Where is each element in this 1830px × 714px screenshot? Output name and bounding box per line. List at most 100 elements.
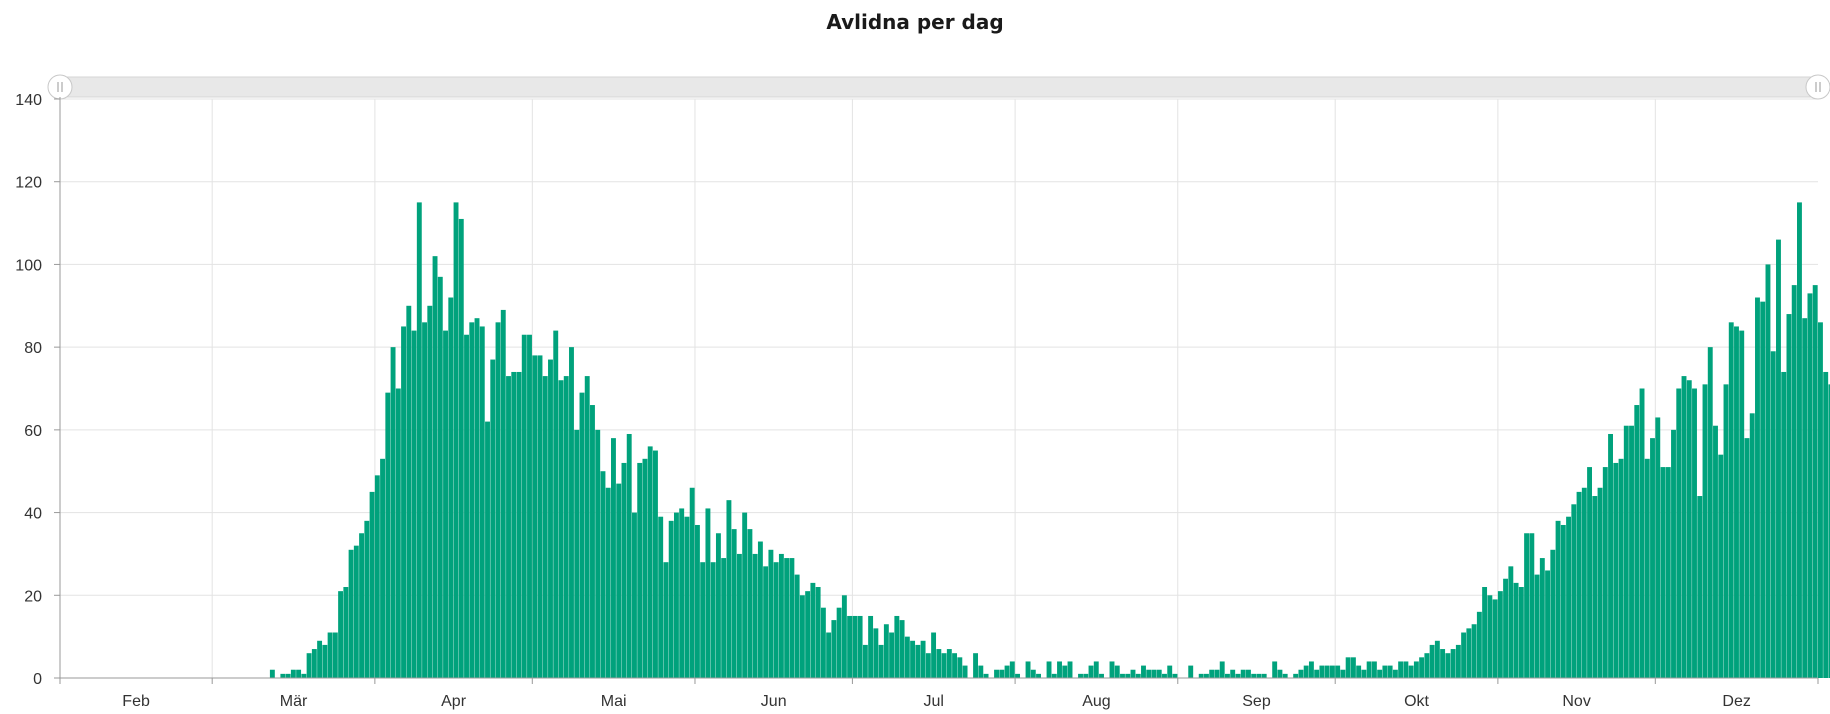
bar [1597, 487, 1603, 678]
bar [883, 624, 889, 678]
bar [1655, 417, 1661, 678]
bar [658, 516, 664, 678]
bar [1015, 673, 1020, 678]
bar [1251, 673, 1257, 678]
bar [1497, 591, 1503, 678]
bar [1524, 533, 1530, 678]
bar [1550, 549, 1556, 678]
bar [1109, 661, 1115, 678]
bar [1256, 673, 1262, 678]
x-tick-label: Nov [1562, 693, 1590, 710]
bar [826, 632, 832, 678]
bar [1587, 467, 1592, 678]
bar [1282, 673, 1288, 678]
bar [773, 562, 779, 678]
bar [1261, 673, 1267, 678]
bar [679, 508, 685, 678]
bar [721, 558, 727, 678]
scrollbar-left-handle[interactable] [47, 74, 73, 100]
bar [511, 371, 517, 678]
bar [542, 376, 548, 678]
bar [747, 529, 753, 678]
x-tick-label: Mai [601, 693, 627, 710]
tick-labels: 0 20 40 60 80 100 120 140 Feb Mär Apr Mai Jun Jul Aug S… [15, 92, 1751, 710]
bar [401, 326, 406, 678]
bar [1225, 673, 1230, 678]
scrollbar-track[interactable] [59, 76, 1819, 98]
bar [904, 636, 910, 678]
bar [322, 644, 328, 678]
bar [1083, 673, 1089, 678]
bar [1728, 322, 1734, 678]
y-tick-label: 0 [33, 671, 42, 688]
bar [584, 376, 590, 678]
bar [600, 471, 606, 678]
bar [1644, 458, 1650, 678]
scrollbar-right-handle[interactable] [1805, 74, 1830, 100]
bar [952, 653, 958, 678]
bar [899, 620, 905, 678]
bar [374, 475, 380, 678]
x-tick-label: Apr [441, 693, 467, 710]
bar [1298, 669, 1304, 678]
range-scrollbar[interactable] [47, 74, 1830, 100]
bar [836, 607, 842, 678]
bar [395, 388, 401, 678]
bar [653, 450, 658, 678]
bar [1135, 673, 1141, 678]
bar [458, 218, 464, 678]
bar [1503, 578, 1509, 678]
bar [1319, 665, 1325, 678]
bar [369, 491, 375, 678]
x-tick-label: Mär [280, 693, 308, 710]
bar [1141, 665, 1146, 678]
bar [411, 330, 417, 678]
bar [1623, 425, 1629, 678]
bar [490, 359, 496, 678]
y-tick-label: 40 [24, 506, 42, 523]
bar [668, 520, 674, 678]
bar [1445, 653, 1451, 678]
bar [516, 371, 522, 678]
bar [731, 529, 737, 678]
bar [1392, 669, 1398, 678]
bar [815, 587, 821, 678]
bar [1198, 673, 1204, 678]
bar [1099, 673, 1104, 678]
bar [1776, 239, 1781, 679]
bar [1151, 669, 1157, 678]
bar [1529, 533, 1535, 678]
bar [359, 533, 365, 678]
bar [311, 649, 317, 678]
bar [1692, 388, 1697, 678]
bar [1576, 491, 1582, 678]
bar [1429, 644, 1435, 678]
bar [611, 438, 616, 678]
bar [1613, 462, 1619, 678]
bar [437, 276, 443, 678]
bar [1629, 425, 1634, 678]
bar [1781, 371, 1787, 678]
bar [406, 305, 412, 678]
bar [637, 462, 643, 678]
bar [1770, 351, 1776, 678]
bar [296, 669, 302, 678]
bar [957, 657, 963, 678]
bar [820, 607, 826, 678]
bar [805, 591, 811, 678]
bar [1518, 587, 1524, 678]
bar [763, 566, 769, 678]
bar [1581, 487, 1587, 678]
bar [521, 334, 527, 678]
bar [1345, 657, 1351, 678]
bar [1329, 665, 1335, 678]
bar [789, 558, 795, 678]
bar [915, 644, 921, 678]
bar [1387, 665, 1393, 678]
bar [1036, 673, 1041, 678]
bar [1204, 673, 1209, 678]
bar [616, 483, 622, 678]
bar [1067, 661, 1073, 678]
